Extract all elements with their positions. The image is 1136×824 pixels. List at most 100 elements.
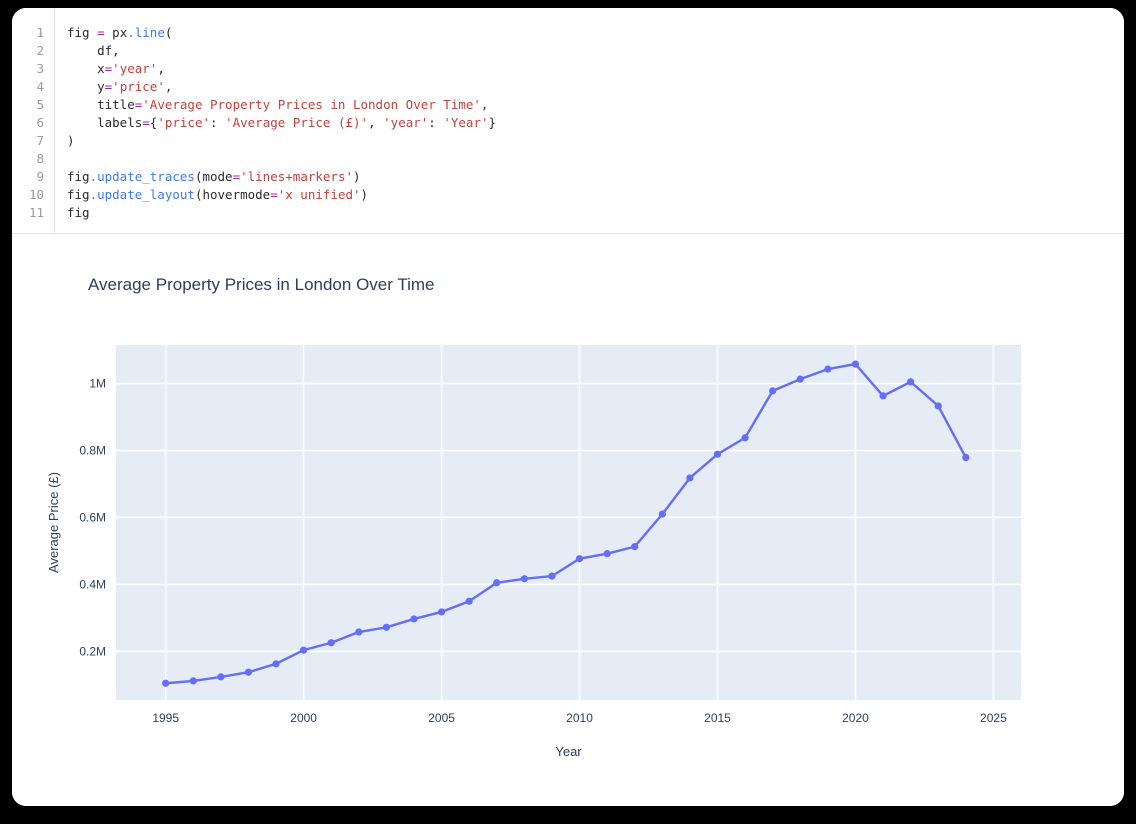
code-token: , [368, 115, 384, 130]
code-editor[interactable]: fig = px.line( df, x='year', y='price', … [55, 24, 496, 233]
data-point-marker[interactable] [327, 639, 335, 647]
code-cell[interactable]: ⌄ 1 2 3 4 5 6 7 8 9 10 11 fig = px.line(… [12, 8, 1124, 234]
code-token: ( [164, 25, 173, 40]
x-tick-label: 2025 [980, 711, 1007, 725]
data-point-marker[interactable] [465, 597, 473, 605]
code-token: , [480, 97, 489, 112]
code-line: df, [67, 42, 496, 60]
chart-output: Average Property Prices in London Over T… [12, 234, 1124, 806]
data-point-marker[interactable] [658, 510, 666, 518]
data-point-marker[interactable] [244, 668, 253, 676]
x-tick-label: 2005 [428, 711, 455, 725]
code-line: fig [67, 204, 496, 222]
data-line-price[interactable] [164, 362, 968, 685]
data-point-marker[interactable] [769, 387, 777, 395]
code-token: } [488, 115, 497, 130]
data-point-marker[interactable] [575, 555, 584, 563]
code-token: (mode [194, 169, 233, 184]
code-line: y='price', [67, 78, 496, 96]
y-tick-label: 0.6M [79, 510, 106, 524]
code-token: 'Average Property Prices in London Over … [142, 97, 481, 112]
data-point-marker[interactable] [355, 628, 363, 636]
data-point-marker[interactable] [824, 365, 832, 373]
data-point-marker[interactable] [962, 453, 970, 462]
code-token: 'Average Price (£)' [225, 115, 369, 130]
data-point-marker[interactable] [189, 677, 197, 685]
code-token: (hovermode [194, 187, 271, 202]
data-point-marker[interactable] [796, 375, 804, 383]
code-line: fig.update_layout(hovermode='x unified') [67, 186, 496, 204]
code-token: = [232, 169, 241, 184]
code-token: y [67, 79, 105, 94]
data-point-marker[interactable] [713, 450, 722, 458]
line-number: 6 [36, 115, 44, 130]
code-token: .line [127, 25, 165, 40]
data-point-marker[interactable] [851, 360, 860, 368]
data-point-marker[interactable] [410, 615, 418, 623]
code-token: , [157, 61, 165, 76]
code-token: = [104, 61, 113, 76]
line-number: 8 [36, 151, 44, 166]
code-token: = [97, 25, 105, 40]
data-point-marker[interactable] [879, 392, 887, 400]
code-token: 'year' [112, 61, 158, 76]
code-token: .update_layout [89, 187, 195, 202]
line-number: 9 [36, 169, 44, 184]
code-line: ) [67, 132, 496, 150]
code-token: fig [67, 169, 90, 184]
data-point-marker[interactable] [520, 575, 528, 583]
data-point-marker[interactable] [741, 434, 749, 442]
data-point-marker[interactable] [631, 543, 639, 551]
code-token: ) [360, 187, 369, 202]
data-point-marker[interactable] [603, 550, 611, 558]
x-tick-label: 2000 [290, 711, 317, 725]
code-token: .update_traces [89, 169, 195, 184]
code-token: fig [67, 25, 98, 40]
line-number: 2 [36, 43, 44, 58]
data-point-marker[interactable] [437, 608, 446, 616]
data-point-marker[interactable] [382, 623, 390, 631]
x-tick-label: 1995 [152, 711, 179, 725]
code-line [67, 150, 496, 168]
code-token: ) [353, 169, 361, 184]
data-point-marker[interactable] [686, 474, 694, 482]
data-point-marker[interactable] [548, 572, 556, 580]
code-token: = [134, 97, 143, 112]
code-token: = [142, 115, 150, 130]
data-point-marker[interactable] [934, 402, 942, 410]
code-token: 'price' [112, 79, 165, 94]
code-token: , [164, 79, 173, 94]
x-tick-label: 2010 [566, 711, 593, 725]
data-point-marker[interactable] [493, 579, 501, 587]
line-number: 1 [36, 25, 44, 40]
code-token: 'price' [157, 115, 211, 130]
gutter-divider [54, 8, 55, 233]
x-tick-label: 2015 [704, 711, 731, 725]
code-token: title [67, 97, 135, 112]
y-axis-title: Average Price (£) [46, 472, 61, 573]
code-line: labels={'price': 'Average Price (£)', 'y… [67, 114, 496, 132]
line-number: 10 [28, 187, 44, 202]
code-token: 'year' [383, 115, 429, 130]
code-fold-toggle-icon[interactable]: ⌄ [38, 28, 44, 38]
data-point-marker[interactable] [217, 673, 225, 681]
notebook-card: ⌄ 1 2 3 4 5 6 7 8 9 10 11 fig = px.line(… [12, 8, 1124, 806]
plotly-line-chart[interactable]: Average Property Prices in London Over T… [12, 234, 1122, 804]
line-number: 4 [36, 79, 44, 94]
code-line: fig.update_traces(mode='lines+markers') [67, 168, 496, 186]
data-point-marker[interactable] [162, 679, 170, 687]
data-point-marker[interactable] [300, 646, 308, 654]
code-line: x='year', [67, 60, 496, 78]
code-token: px [104, 25, 128, 40]
code-line: fig = px.line( [67, 24, 496, 42]
code-token: 'Year' [443, 115, 489, 130]
code-token: labels [67, 115, 143, 130]
line-number: 7 [36, 133, 44, 148]
code-token: = [104, 79, 113, 94]
code-token: = [270, 187, 278, 202]
data-point-marker[interactable] [272, 660, 280, 668]
code-token: x [67, 61, 105, 76]
code-token: 'x unified' [277, 187, 361, 202]
data-point-marker[interactable] [907, 378, 915, 386]
code-token: : [210, 115, 226, 130]
